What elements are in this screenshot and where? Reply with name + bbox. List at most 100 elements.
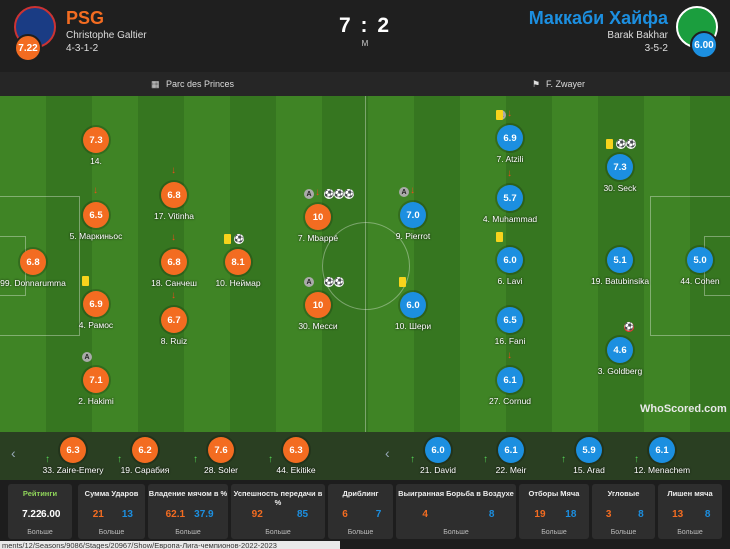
player-rating-p10[interactable]: 10 <box>305 204 331 230</box>
home-team-name[interactable]: PSG <box>66 8 105 28</box>
player-rating-p3[interactable]: 6.8 <box>20 249 46 275</box>
player-name-a8[interactable]: 30. Seck <box>603 183 637 193</box>
player-rating-a4[interactable]: 5.7 <box>497 185 523 211</box>
away-coach: Barak Bakhar <box>607 30 668 41</box>
player-rating-a6[interactable]: 6.5 <box>497 307 523 333</box>
player-name-p10[interactable]: 7. Mbappé <box>297 233 339 243</box>
stat-box-4[interactable]: Дриблинг 6 7 Больше <box>328 484 393 539</box>
player-name-p11[interactable]: 30. Месси <box>298 321 338 331</box>
stat-title-2: Владение мячом в % <box>148 489 228 498</box>
player-name-p1[interactable]: 14. <box>90 156 102 166</box>
player-name-p6[interactable]: 17. Vitinha <box>153 211 194 221</box>
player-rating-p5[interactable]: 7.1 <box>83 367 109 393</box>
sub-rating-away-0[interactable]: 6.0 <box>425 437 451 463</box>
sub-name-away-3[interactable]: 12. Menachem <box>633 465 691 475</box>
player-name-a6[interactable]: 16. Fani <box>494 336 526 346</box>
stat-box-8[interactable]: Лишен мяча 13 8 Больше <box>658 484 722 539</box>
sub-on-arrow-icon: ↑ <box>410 454 415 465</box>
player-name-p3[interactable]: 99. Donnarumma <box>0 278 66 288</box>
sub-rating-away-3[interactable]: 6.1 <box>649 437 675 463</box>
stat-title-5: Выигранная Борьба в Воздухе <box>398 489 514 498</box>
player-rating-p1[interactable]: 7.3 <box>83 127 109 153</box>
player-rating-a5[interactable]: 6.0 <box>497 247 523 273</box>
bench-prev-arrow-icon[interactable]: ‹ <box>11 445 16 461</box>
stat-box-5[interactable]: Выигранная Борьба в Воздухе 4 8 Больше <box>396 484 516 539</box>
player-rating-a10[interactable]: 4.6 <box>607 337 633 363</box>
stat-away-value-4: 7 <box>375 509 382 520</box>
stat-more-link-5[interactable]: Больше <box>443 529 469 536</box>
stat-more-link-3[interactable]: Больше <box>265 529 291 536</box>
stat-more-link-7[interactable]: Больше <box>610 529 637 536</box>
stat-home-value-2: 62.1 <box>165 509 186 520</box>
player-name-p9[interactable]: 10. Неймар <box>215 278 261 288</box>
player-name-a3[interactable]: 7. Atzili <box>496 154 524 164</box>
sub-rating-away-1[interactable]: 6.1 <box>498 437 524 463</box>
player-name-p4[interactable]: 4. Рамос <box>78 320 114 330</box>
sub-name-away-2[interactable]: 15. Arad <box>573 465 605 475</box>
player-name-p7[interactable]: 18. Санчеш <box>151 278 197 288</box>
sub-rating-away-2[interactable]: 5.9 <box>576 437 602 463</box>
stat-more-link-4[interactable]: Больше <box>347 529 374 536</box>
player-rating-p8[interactable]: 6.7 <box>161 307 187 333</box>
stat-title-8: Лишен мяча <box>667 489 713 498</box>
sub-name-home-0[interactable]: 33. Zaire-Emery <box>42 465 104 475</box>
sub-rating-home-0[interactable]: 6.3 <box>60 437 86 463</box>
player-rating-a9[interactable]: 5.1 <box>607 247 633 273</box>
player-name-a1[interactable]: 9. Pierrot <box>395 231 431 241</box>
player-rating-a1[interactable]: 7.0 <box>400 202 426 228</box>
player-rating-a8[interactable]: 7.3 <box>607 154 633 180</box>
stat-title-7: Угловые <box>607 489 640 498</box>
sub-rating-home-2[interactable]: 7.6 <box>208 437 234 463</box>
player-rating-p11[interactable]: 10 <box>305 292 331 318</box>
stat-box-7[interactable]: Угловые 3 8 Больше <box>592 484 655 539</box>
player-rating-a3[interactable]: 6.9 <box>497 125 523 151</box>
stat-more-link-0[interactable]: Больше <box>27 529 53 536</box>
goal-ball-icon: ⚽ <box>616 139 626 149</box>
sub-name-home-2[interactable]: 28. Soler <box>203 465 239 475</box>
stat-more-link-1[interactable]: Больше <box>98 529 125 536</box>
bench-next-arrow-icon[interactable]: ‹ <box>385 445 390 461</box>
player-name-a9[interactable]: 19. Batubinsika <box>590 276 650 286</box>
whoscored-watermark: WhoScored.com <box>640 403 727 415</box>
home-coach: Christophe Galtier <box>66 30 147 41</box>
goal-ball-icon: ⚽ <box>334 189 344 199</box>
stat-more-link-8[interactable]: Больше <box>677 529 703 536</box>
player-rating-a7[interactable]: 6.1 <box>497 367 523 393</box>
yellow-card-icon <box>224 234 231 244</box>
player-rating-a11[interactable]: 5.0 <box>687 247 713 273</box>
player-name-a2[interactable]: 10. Шери <box>394 321 432 331</box>
away-team-name[interactable]: Маккаби Хайфа <box>528 8 668 28</box>
stat-more-link-6[interactable]: Больше <box>541 529 567 536</box>
player-name-a5[interactable]: 6. Lavi <box>497 276 523 286</box>
player-rating-p9[interactable]: 8.1 <box>225 249 251 275</box>
sub-name-away-0[interactable]: 21. David <box>420 465 456 475</box>
sub-rating-home-3[interactable]: 6.3 <box>283 437 309 463</box>
stat-box-1[interactable]: Сумма Ударов 21 13 Больше <box>78 484 145 539</box>
stat-box-6[interactable]: Отборы Мяча 19 18 Больше <box>519 484 589 539</box>
player-rating-p2[interactable]: 6.5 <box>83 202 109 228</box>
player-name-a10[interactable]: 3. Goldberg <box>597 366 643 376</box>
stat-box-2[interactable]: Владение мячом в % 62.1 37.9 Больше <box>148 484 228 539</box>
player-name-p8[interactable]: 8. Ruiz <box>160 336 188 346</box>
player-name-a11[interactable]: 44. Cohen <box>680 276 720 286</box>
sub-rating-home-1[interactable]: 6.2 <box>132 437 158 463</box>
sub-name-away-1[interactable]: 22. Meir <box>495 465 527 475</box>
stat-more-link-2[interactable]: Больше <box>175 529 201 536</box>
player-name-p5[interactable]: 2. Hakimi <box>78 396 114 406</box>
centre-circle <box>322 222 410 310</box>
player-rating-p4[interactable]: 6.9 <box>83 291 109 317</box>
player-name-a7[interactable]: 27. Cornud <box>488 396 532 406</box>
player-name-p2[interactable]: 5. Маркиньос <box>69 231 123 241</box>
captain-icon: A <box>399 187 409 197</box>
stat-box-0[interactable]: Рейтинги 7.22 6.00 Больше <box>8 484 72 539</box>
sub-name-home-1[interactable]: 19. Сарабия <box>120 465 170 475</box>
stat-home-value-8: 13 <box>672 509 684 520</box>
player-rating-p7[interactable]: 6.8 <box>161 249 187 275</box>
stat-box-3[interactable]: Успешность передачи в % 92 85 Больше <box>231 484 325 539</box>
player-rating-p6[interactable]: 6.8 <box>161 182 187 208</box>
yellow-card-icon <box>606 139 613 149</box>
sub-name-home-3[interactable]: 44. Ekitike <box>276 465 316 475</box>
player-rating-a2[interactable]: 6.0 <box>400 292 426 318</box>
home-penalty-box <box>0 196 80 336</box>
player-name-a4[interactable]: 4. Muhammad <box>482 214 538 224</box>
